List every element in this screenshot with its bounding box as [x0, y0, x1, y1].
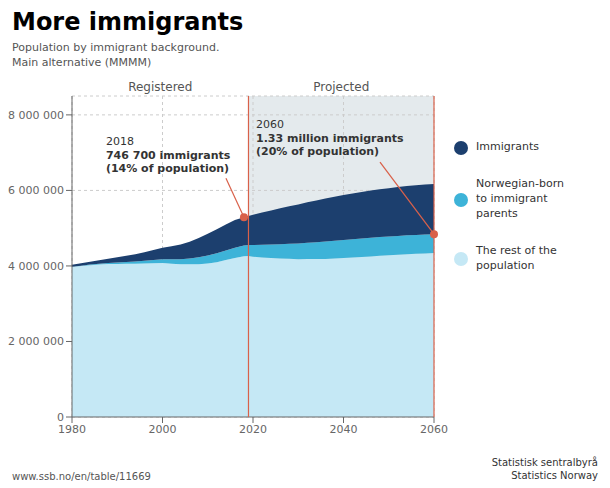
html-text:Population by immigrant backgr: Population by immigrant background. Main…: [12, 40, 220, 69]
svg-text:2 000 000: 2 000 000: [8, 336, 64, 349]
svg-text:2018: 2018: [106, 136, 134, 149]
html-text:More immigrants: More immigrants: [12, 8, 244, 36]
html-text:Statistisk sentralbyrå Statist: Statistisk sentralbyrå Statistics Norway: [491, 457, 598, 481]
svg-text:6 000 000: 6 000 000: [8, 185, 64, 198]
svg-text:2040: 2040: [330, 423, 358, 436]
svg-text:2060: 2060: [256, 119, 284, 132]
svg-text:746 700 immigrants(14% of popu: 746 700 immigrants(14% of population): [106, 150, 231, 176]
svg-text:Projected: Projected: [313, 80, 369, 94]
html-text:Norwegian-born to immigrant pa: Norwegian-born to immigrant parents: [476, 177, 564, 220]
svg-text:1.33 million immigrants(20% of: 1.33 million immigrants(20% of populatio…: [256, 133, 404, 159]
svg-text:8 000 000: 8 000 000: [8, 109, 64, 122]
html-text:Immigrants: Immigrants: [476, 140, 539, 154]
html-text:The rest of the population: The rest of the population: [476, 243, 557, 272]
svg-text:1980: 1980: [58, 423, 86, 436]
html-text:www.ssb.no/en/table/11669: www.ssb.no/en/table/11669: [12, 471, 151, 482]
svg-text:2060: 2060: [420, 423, 448, 436]
svg-text:2000: 2000: [149, 423, 177, 436]
svg-text:Registered: Registered: [128, 80, 192, 94]
svg-text:0: 0: [57, 411, 64, 424]
svg-text:2020: 2020: [239, 423, 267, 436]
svg-text:4 000 000: 4 000 000: [8, 260, 64, 273]
